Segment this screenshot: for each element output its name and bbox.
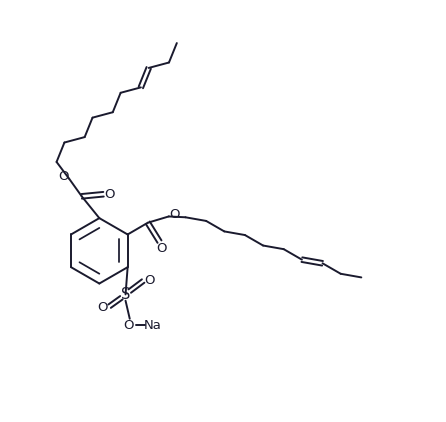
Text: O: O [145,274,155,287]
Text: O: O [123,319,133,332]
Text: S: S [121,287,130,302]
Text: O: O [98,300,108,314]
Text: Na: Na [144,319,162,332]
Text: O: O [157,242,167,255]
Text: O: O [169,208,180,221]
Text: O: O [58,170,69,183]
Text: O: O [104,188,115,201]
